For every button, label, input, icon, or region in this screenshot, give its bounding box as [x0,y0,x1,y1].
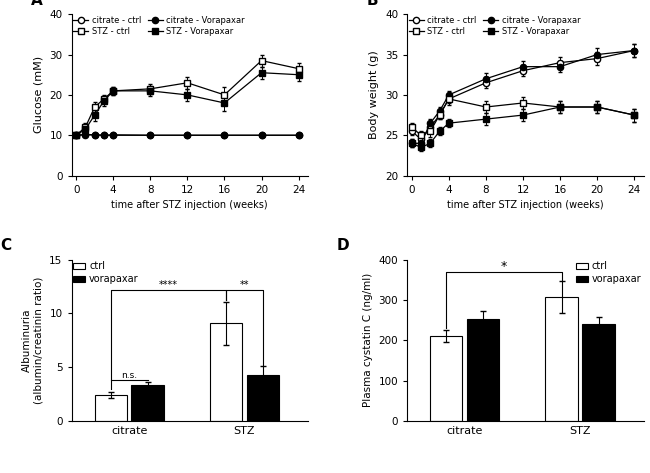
X-axis label: time after STZ injection (weeks): time after STZ injection (weeks) [111,200,268,210]
Y-axis label: Plasma cystatin C (ng/ml): Plasma cystatin C (ng/ml) [363,273,373,407]
Bar [545,297,578,421]
Bar [247,375,279,421]
Bar [467,319,499,421]
Bar [582,324,615,421]
Legend: citrate - ctrl, STZ - ctrl, citrate - Vorapaxar, STZ - Vorapaxar: citrate - ctrl, STZ - ctrl, citrate - Vo… [73,16,244,36]
Text: **: ** [240,280,249,289]
Text: *: * [501,260,507,272]
Y-axis label: Glucose (mM): Glucose (mM) [34,56,44,133]
Bar [94,395,127,421]
Text: B: B [367,0,378,8]
Text: ****: **** [159,280,178,289]
Bar [131,385,164,421]
Y-axis label: Body weight (g): Body weight (g) [369,51,380,139]
Legend: citrate - ctrl, STZ - ctrl, citrate - Vorapaxar, STZ - Vorapaxar: citrate - ctrl, STZ - ctrl, citrate - Vo… [409,16,580,36]
Text: n.s.: n.s. [121,371,137,380]
Text: A: A [31,0,43,8]
Legend: ctrl, vorapaxar: ctrl, vorapaxar [73,262,138,284]
Text: D: D [336,238,349,253]
Bar [210,323,242,421]
Text: C: C [1,238,12,253]
Bar [430,336,463,421]
X-axis label: time after STZ injection (weeks): time after STZ injection (weeks) [447,200,604,210]
Legend: ctrl, vorapaxar: ctrl, vorapaxar [577,262,642,284]
Y-axis label: Albuminuria
(albumin/creatinin ratio): Albuminuria (albumin/creatinin ratio) [22,277,44,404]
